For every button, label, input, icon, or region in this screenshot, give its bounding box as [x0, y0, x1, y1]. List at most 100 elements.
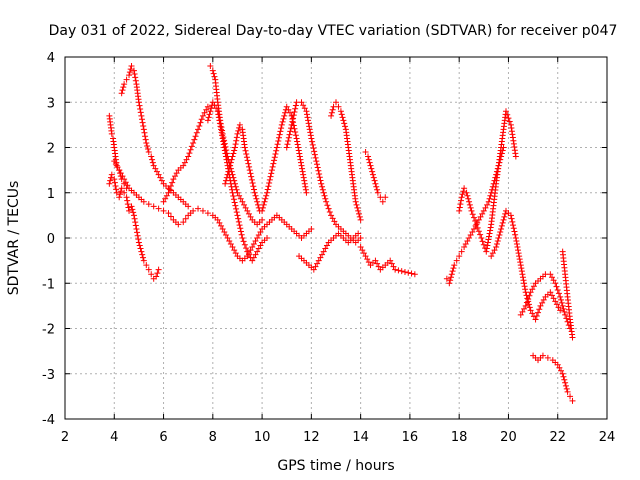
data-point — [133, 225, 140, 232]
data-point — [266, 176, 273, 183]
data-point — [230, 150, 237, 157]
data-point — [137, 109, 144, 116]
plot-frame — [64, 56, 608, 420]
data-point — [126, 207, 133, 214]
data-point — [232, 202, 239, 209]
data-point — [214, 108, 221, 115]
data-point — [228, 156, 235, 163]
data-point — [357, 216, 364, 223]
data-point — [379, 198, 386, 205]
data-point — [278, 121, 285, 128]
x-tick-label: 2 — [61, 430, 69, 445]
data-point — [227, 162, 234, 169]
data-point — [300, 174, 307, 181]
data-point — [512, 153, 519, 160]
data-point — [259, 204, 266, 211]
data-point — [241, 241, 248, 248]
data-point — [167, 213, 174, 220]
data-point — [229, 244, 236, 251]
data-point — [320, 189, 327, 196]
data-point — [553, 283, 560, 290]
data-point — [303, 108, 310, 115]
data-point — [355, 207, 362, 214]
data-point — [233, 209, 240, 216]
data-point — [152, 165, 159, 172]
data-point — [555, 290, 562, 297]
data-point — [154, 270, 161, 277]
data-point — [521, 305, 528, 312]
data-point — [173, 170, 180, 177]
data-point — [299, 165, 306, 172]
data-point — [183, 156, 190, 163]
data-point — [309, 138, 316, 145]
data-point — [145, 266, 152, 273]
data-point — [517, 259, 524, 266]
data-point — [128, 203, 135, 210]
data-point — [512, 231, 519, 238]
data-point — [368, 165, 375, 172]
data-point — [204, 103, 211, 110]
data-point — [395, 267, 402, 274]
data-point — [355, 210, 362, 217]
data-point — [405, 269, 412, 276]
data-point — [223, 174, 230, 181]
data-point — [509, 218, 516, 225]
data-point — [234, 130, 241, 137]
data-point — [255, 245, 262, 252]
data-point — [306, 126, 313, 133]
data-point — [331, 218, 338, 225]
data-point — [293, 135, 300, 142]
data-point — [322, 245, 329, 252]
data-point — [486, 195, 493, 202]
data-point — [297, 159, 304, 166]
data-point — [260, 201, 267, 208]
data-point — [250, 186, 257, 193]
data-point — [121, 176, 128, 183]
data-point — [139, 251, 146, 258]
data-point — [362, 149, 369, 156]
data-point — [329, 215, 336, 222]
data-point — [310, 266, 317, 273]
data-point — [276, 131, 283, 138]
data-point — [160, 207, 167, 214]
data-point — [450, 265, 457, 272]
data-point — [479, 210, 486, 217]
data-point — [301, 105, 308, 112]
data-point — [525, 296, 532, 303]
data-point — [479, 238, 486, 245]
data-point — [317, 254, 324, 261]
data-point — [306, 123, 313, 130]
data-point — [137, 245, 144, 252]
data-point — [341, 120, 348, 127]
data-point — [372, 257, 379, 264]
data-point — [143, 139, 150, 146]
data-point — [328, 109, 335, 116]
data-point — [140, 257, 147, 264]
data-point — [340, 117, 347, 124]
data-point — [206, 111, 213, 118]
data-point — [114, 164, 121, 171]
data-point — [502, 210, 509, 217]
data-point — [111, 158, 118, 165]
data-point — [264, 186, 271, 193]
data-point — [482, 204, 489, 211]
data-point — [464, 238, 471, 245]
data-point — [283, 144, 290, 151]
data-point — [223, 156, 230, 163]
data-point — [550, 295, 557, 302]
data-point — [371, 177, 378, 184]
data-point — [140, 126, 147, 133]
data-point — [219, 132, 226, 139]
data-point — [236, 124, 243, 131]
data-point — [224, 171, 231, 178]
data-point — [320, 248, 327, 255]
data-point — [221, 228, 228, 235]
data-point — [342, 123, 349, 130]
data-point — [204, 117, 211, 124]
data-point — [558, 296, 565, 303]
data-point — [233, 134, 240, 141]
x-tick-label: 18 — [451, 430, 468, 445]
data-point — [137, 106, 144, 113]
data-point — [375, 263, 382, 270]
data-point — [271, 157, 278, 164]
